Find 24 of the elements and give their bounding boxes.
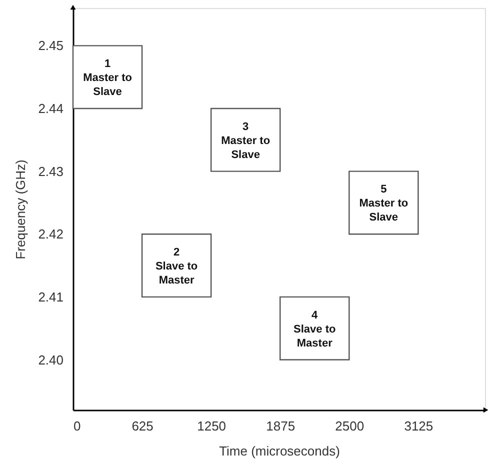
annotation: 1 Master to Slave [83,58,132,98]
x-tick-label: 3125 [404,418,434,434]
bar [210,108,281,172]
x-tick-label: 2500 [335,418,364,434]
y-tick-label: 2.40 [38,352,64,368]
y-tick-label: 2.44 [38,101,64,116]
y-tick-label: 2.43 [38,164,64,179]
y-tick-label: 2.42 [38,226,64,242]
x-tick-label: 1250 [197,418,226,434]
x-tick-label: 0 [74,418,81,434]
x-tick-label: 625 [132,418,154,434]
x-axis-title: Time (microseconds) [219,444,340,458]
annotation: 4 Slave to Master [294,309,336,350]
x-tick-label: 1875 [266,418,296,434]
bar [141,234,212,298]
annotation: 3 Master to Slave [221,120,270,161]
annotation: 5 Master to Slave [359,184,408,224]
bar [348,170,419,235]
y-tick-label: 2.41 [38,289,64,304]
annotation: 2 Slave to Master [155,246,198,287]
bar [280,296,350,360]
y-tick-label: 2.45 [38,38,64,54]
y-axis-title: Frequency (GHz) [13,160,28,260]
bar [72,45,143,110]
